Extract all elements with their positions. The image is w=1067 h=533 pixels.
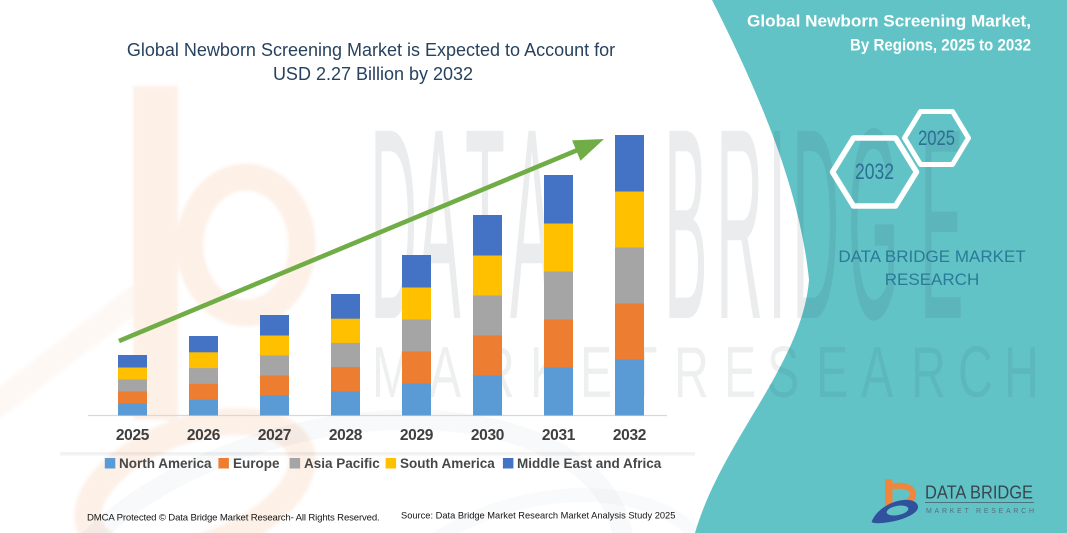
svg-text:2025: 2025: [116, 427, 150, 444]
svg-text:DMCA Protected © Data Bridge M: DMCA Protected © Data Bridge Market Rese…: [87, 513, 380, 524]
svg-text:DATA BRIDGE MARKET: DATA BRIDGE MARKET: [838, 247, 1025, 266]
svg-text:Asia Pacific: Asia Pacific: [304, 456, 380, 471]
svg-text:2028: 2028: [329, 427, 363, 444]
svg-text:Middle East and Africa: Middle East and Africa: [517, 456, 662, 471]
svg-text:Global Newborn Screening Marke: Global Newborn Screening Market,: [747, 12, 1031, 31]
svg-text:MARKET RESEARCH: MARKET RESEARCH: [926, 508, 1034, 515]
svg-text:Global Newborn Screening Marke: Global Newborn Screening Market is Expec…: [127, 40, 615, 60]
svg-text:RESEARCH: RESEARCH: [885, 270, 979, 289]
svg-text:D: D: [792, 72, 839, 376]
svg-text:2032: 2032: [855, 159, 894, 184]
svg-text:E: E: [816, 332, 848, 412]
svg-text:2030: 2030: [471, 427, 504, 444]
svg-text:H: H: [1004, 332, 1039, 412]
svg-text:E: E: [580, 332, 612, 412]
svg-text:2027: 2027: [258, 427, 291, 444]
svg-text:E: E: [724, 332, 756, 412]
svg-text:Europe: Europe: [233, 456, 280, 471]
svg-text:R: R: [716, 72, 763, 376]
svg-text:C: C: [958, 332, 993, 412]
svg-text:I: I: [768, 72, 786, 376]
svg-text:Source: Data Bridge Market Res: Source: Data Bridge Market Research Mark…: [401, 511, 675, 521]
svg-text:A: A: [429, 332, 461, 412]
svg-text:B: B: [664, 72, 708, 376]
svg-text:North America: North America: [119, 456, 212, 471]
svg-text:R: R: [674, 332, 709, 412]
svg-text:R: R: [911, 332, 946, 412]
svg-text:G: G: [848, 72, 899, 376]
svg-text:2031: 2031: [542, 427, 576, 444]
svg-text:South America: South America: [400, 456, 495, 471]
svg-text:2026: 2026: [187, 427, 221, 444]
svg-text:DATA BRIDGE: DATA BRIDGE: [925, 483, 1033, 503]
svg-text:S: S: [767, 332, 799, 412]
svg-text:By Regions, 2025 to 2032: By Regions, 2025 to 2032: [850, 36, 1031, 55]
svg-text:2029: 2029: [400, 427, 434, 444]
svg-text:A: A: [861, 332, 893, 412]
svg-text:2032: 2032: [613, 427, 646, 444]
svg-text:2025: 2025: [918, 127, 955, 150]
svg-text:USD 2.27 Billion by 2032: USD 2.27 Billion by 2032: [273, 64, 473, 84]
